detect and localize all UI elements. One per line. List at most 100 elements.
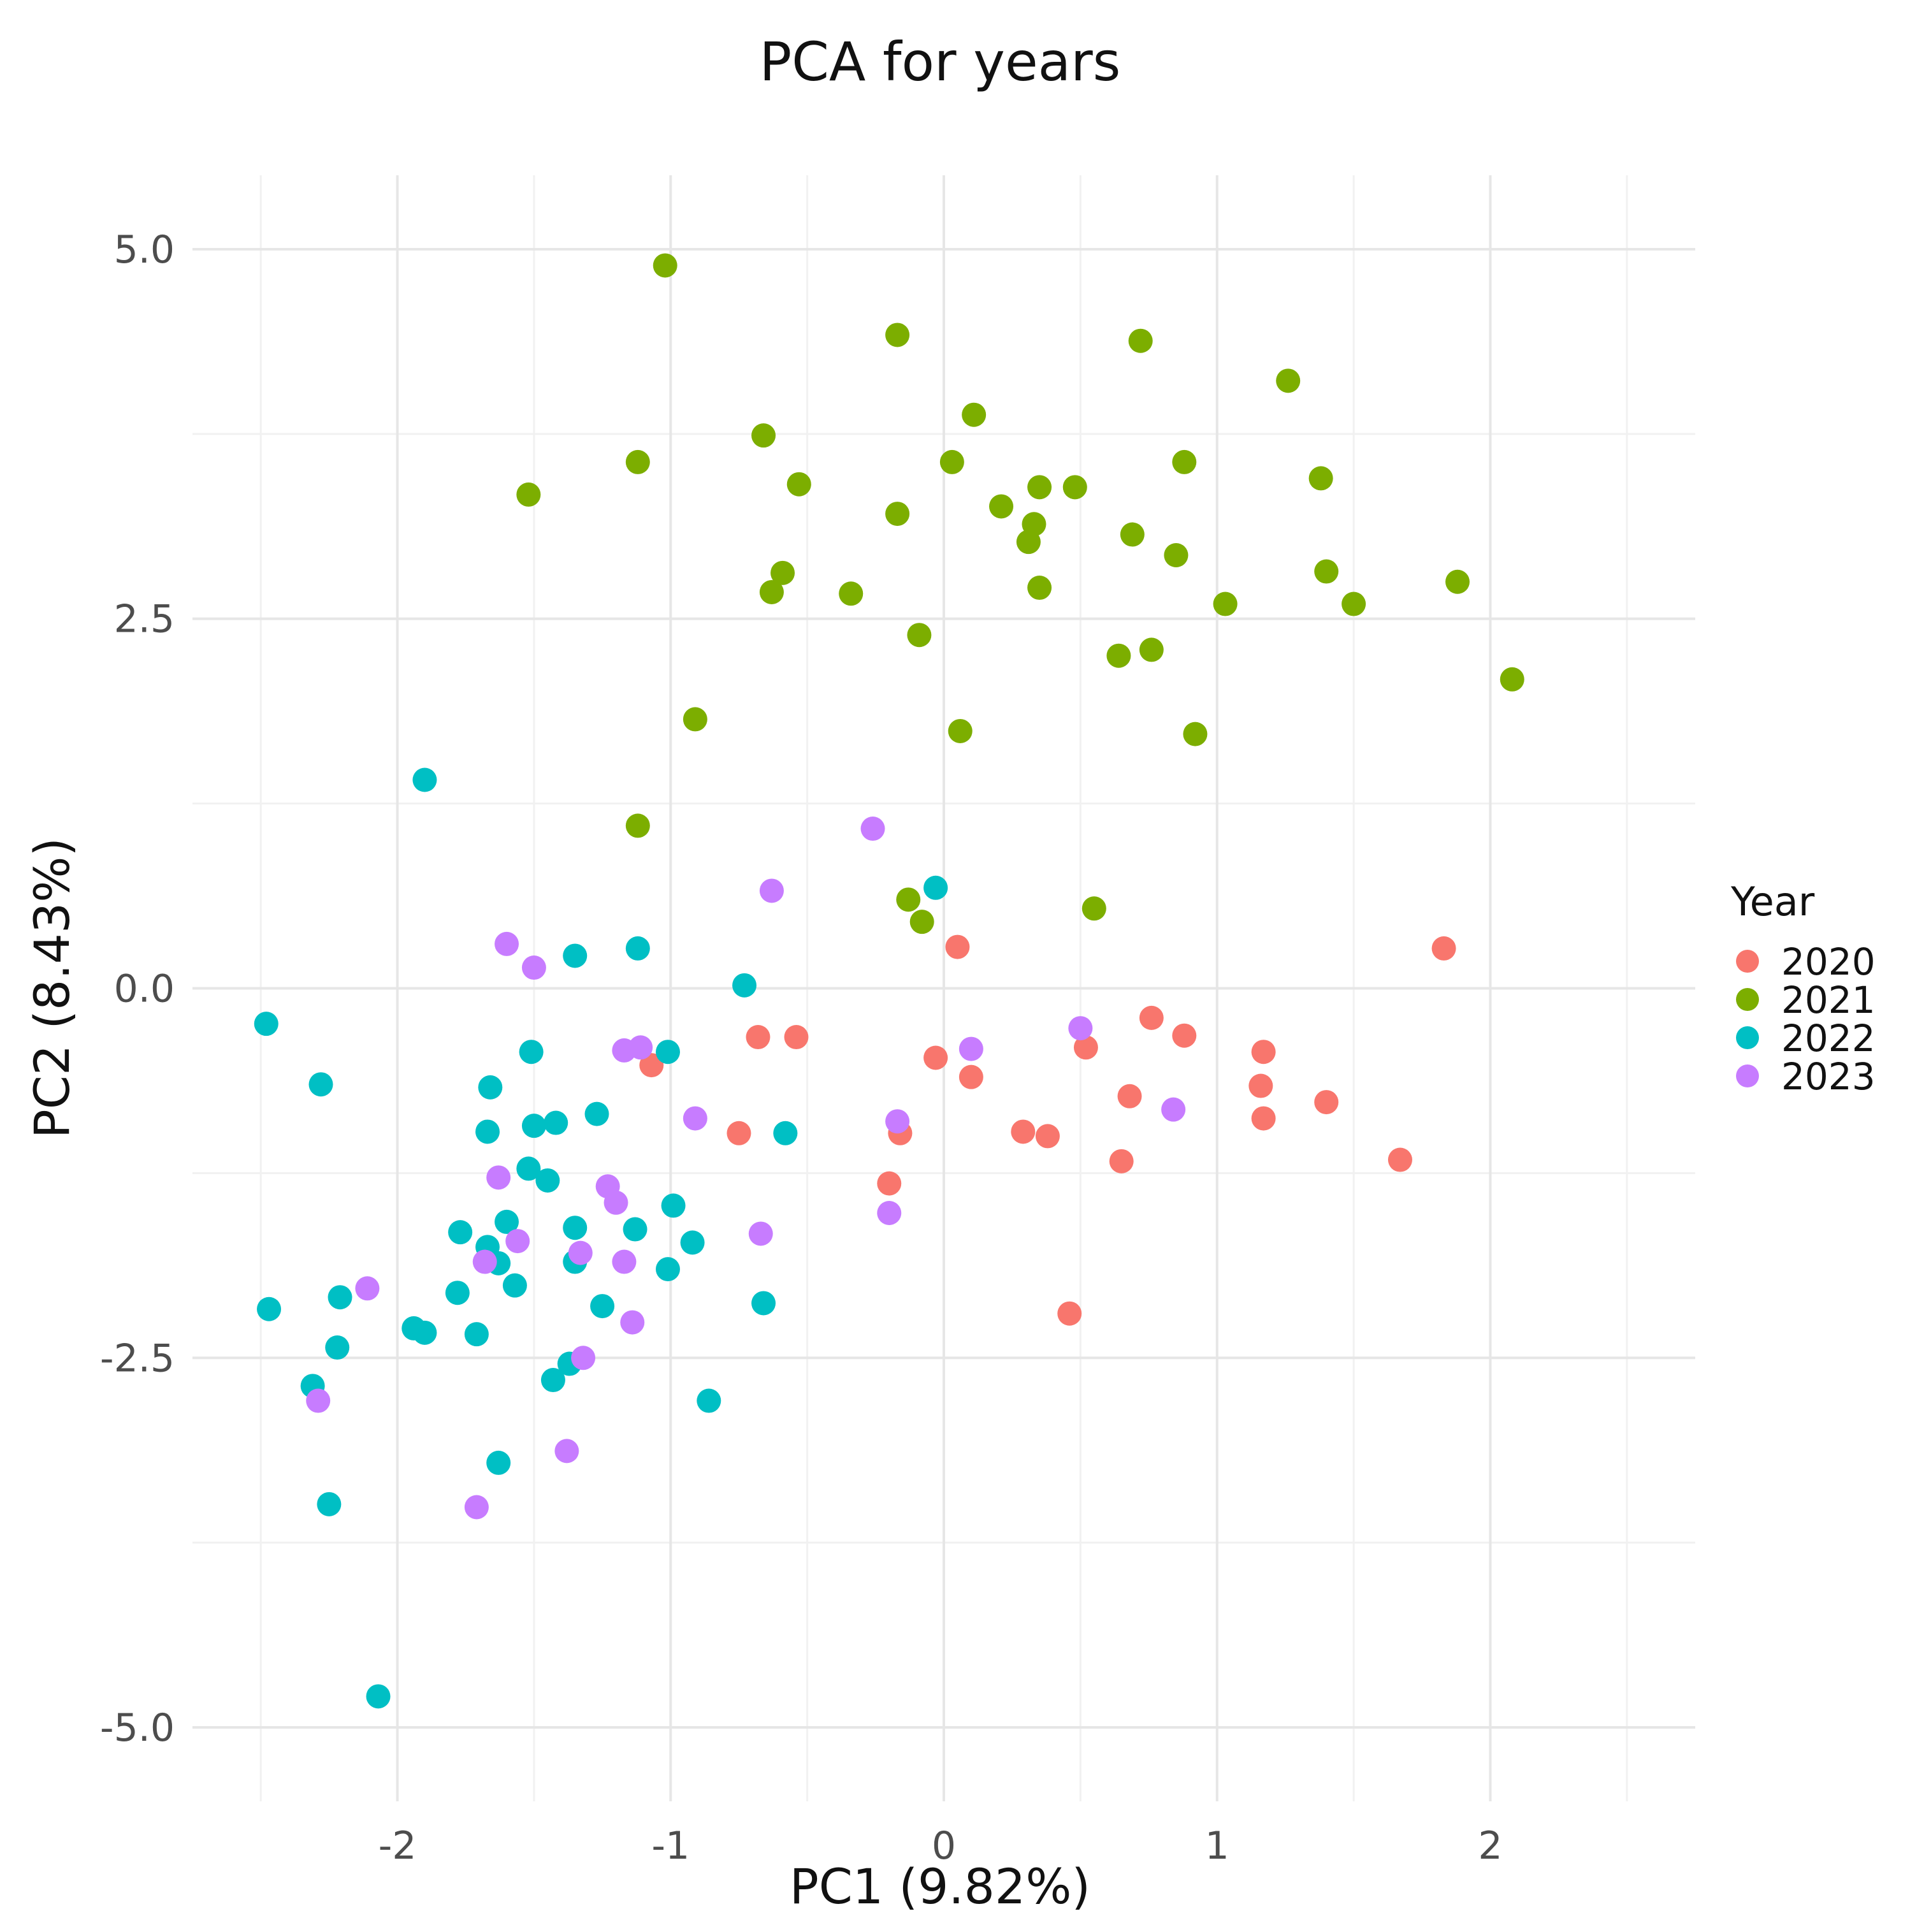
legend-key-2020 — [1736, 950, 1759, 973]
point-2021 — [1081, 896, 1106, 921]
y-tick-label: -5.0 — [100, 1706, 175, 1750]
point-2023 — [464, 1495, 489, 1520]
point-2022 — [540, 1368, 565, 1393]
point-2020 — [1109, 1149, 1134, 1173]
point-2021 — [1172, 449, 1197, 474]
point-2022 — [519, 1040, 544, 1064]
point-2023 — [860, 817, 885, 841]
point-2021 — [1445, 569, 1470, 594]
point-2022 — [661, 1193, 686, 1218]
point-2021 — [939, 449, 964, 474]
point-2021 — [1164, 543, 1189, 568]
legend-label-2021: 2021 — [1781, 978, 1876, 1022]
point-2020 — [1117, 1084, 1142, 1108]
point-2023 — [620, 1310, 645, 1335]
point-2022 — [697, 1388, 721, 1413]
point-2023 — [355, 1276, 380, 1301]
point-2021 — [1128, 328, 1153, 353]
point-2020 — [746, 1025, 770, 1050]
y-tick-label: 5.0 — [114, 228, 175, 272]
point-2023 — [885, 1109, 910, 1134]
point-2020 — [1251, 1040, 1276, 1064]
point-2022 — [680, 1230, 705, 1255]
point-2021 — [909, 910, 934, 934]
point-2022 — [448, 1220, 473, 1245]
point-2022 — [655, 1257, 680, 1282]
point-2023 — [486, 1165, 511, 1190]
legend-key-2021 — [1736, 988, 1759, 1011]
legend-label-2020: 2020 — [1781, 940, 1876, 984]
point-2022 — [486, 1450, 511, 1475]
point-2021 — [1183, 722, 1208, 746]
point-2022 — [732, 973, 757, 998]
point-2020 — [639, 1053, 664, 1078]
point-2022 — [257, 1296, 282, 1321]
data-points — [254, 253, 1524, 1709]
grid-lines — [192, 175, 1695, 1801]
point-2023 — [683, 1106, 707, 1131]
point-2020 — [1035, 1124, 1060, 1149]
x-tick-label: -2 — [379, 1824, 417, 1868]
point-2022 — [544, 1110, 568, 1135]
point-2022 — [502, 1273, 527, 1298]
point-2020 — [1431, 936, 1456, 961]
point-2023 — [306, 1388, 331, 1413]
point-2021 — [948, 718, 973, 743]
point-2020 — [945, 934, 970, 959]
legend-key-2022 — [1736, 1026, 1759, 1049]
point-2023 — [568, 1240, 593, 1265]
point-2022 — [590, 1294, 615, 1319]
point-2022 — [521, 1114, 546, 1138]
point-2023 — [759, 878, 784, 903]
point-2021 — [625, 449, 650, 474]
point-2023 — [571, 1346, 596, 1370]
point-2021 — [1062, 475, 1087, 500]
point-2021 — [759, 579, 784, 604]
point-2023 — [612, 1249, 637, 1274]
point-2020 — [1172, 1023, 1197, 1048]
point-2022 — [317, 1492, 342, 1516]
x-tick-label: 1 — [1205, 1824, 1229, 1868]
point-2022 — [655, 1040, 680, 1064]
point-2021 — [1027, 576, 1052, 600]
point-2020 — [923, 1045, 948, 1070]
point-2022 — [625, 936, 650, 961]
legend-key-2023 — [1736, 1064, 1759, 1087]
point-2021 — [1314, 559, 1339, 584]
point-2023 — [505, 1229, 530, 1254]
point-2023 — [748, 1221, 773, 1246]
point-2021 — [1276, 368, 1301, 393]
point-2020 — [784, 1025, 809, 1050]
point-2021 — [1213, 592, 1238, 616]
point-2021 — [770, 560, 795, 585]
point-2022 — [445, 1281, 470, 1305]
x-tick-label: 2 — [1478, 1824, 1502, 1868]
point-2022 — [751, 1291, 776, 1316]
point-2022 — [464, 1322, 489, 1347]
point-2023 — [959, 1036, 983, 1061]
point-2021 — [1027, 475, 1052, 500]
point-2022 — [516, 1156, 541, 1181]
point-2021 — [907, 623, 932, 648]
point-2021 — [751, 423, 776, 448]
point-2022 — [478, 1075, 503, 1100]
point-2021 — [625, 813, 650, 838]
point-2022 — [254, 1012, 279, 1036]
point-2022 — [412, 767, 437, 792]
x-axis-ticks: -2 -1 0 1 2 — [379, 1824, 1503, 1868]
point-2021 — [989, 494, 1014, 519]
point-2022 — [475, 1119, 500, 1144]
y-axis-title: PC2 (8.43%) — [24, 838, 80, 1138]
point-2021 — [885, 323, 910, 347]
y-tick-label: 0.0 — [114, 967, 175, 1012]
point-2022 — [366, 1684, 391, 1709]
point-2022 — [412, 1320, 437, 1345]
point-2021 — [516, 482, 541, 507]
point-2020 — [1057, 1301, 1082, 1326]
point-2022 — [495, 1209, 519, 1234]
point-2023 — [554, 1439, 579, 1464]
point-2020 — [1073, 1035, 1098, 1060]
point-2023 — [877, 1201, 902, 1226]
